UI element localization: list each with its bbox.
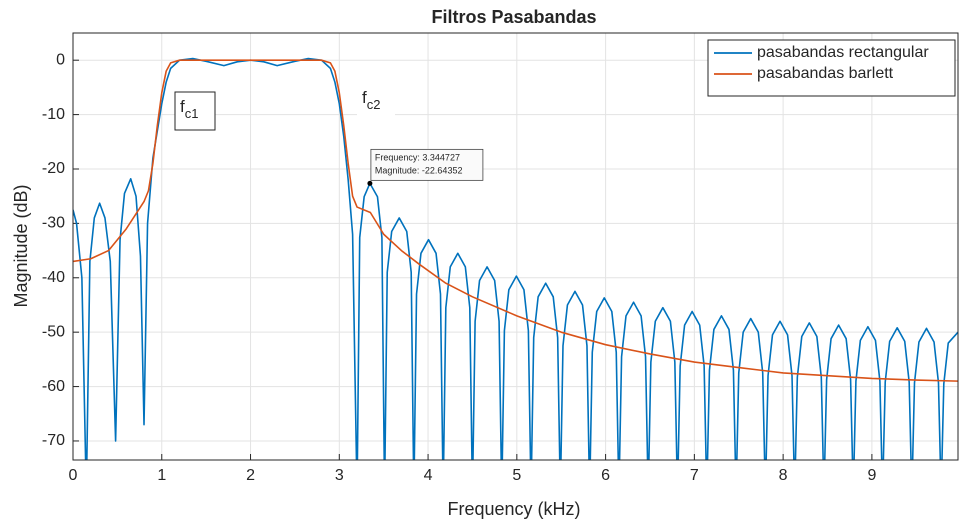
y-tick-label: -30 — [42, 215, 65, 232]
annotation-box — [174, 91, 216, 131]
x-tick-label: 6 — [601, 467, 610, 484]
x-tick-label: 0 — [69, 467, 78, 484]
plot-area — [73, 33, 959, 460]
datatip-box — [370, 148, 484, 181]
x-tick-label: 8 — [779, 467, 788, 484]
legend-label: pasabandas rectangular — [757, 44, 929, 61]
y-tick-label: -50 — [42, 323, 65, 340]
annotation: fc1 — [174, 91, 216, 131]
x-axis-label: Frequency (kHz) — [447, 499, 580, 519]
series-line — [73, 59, 959, 382]
y-tick-label: -70 — [42, 432, 65, 449]
x-tick-label: 5 — [512, 467, 521, 484]
x-tick-label: 9 — [867, 467, 876, 484]
annotation-subscript: c2 — [367, 97, 381, 112]
datatip-text: Magnitude: -22.64352 — [375, 166, 463, 176]
datatip-marker — [367, 180, 373, 186]
legend-box — [707, 39, 956, 97]
y-tick-label: -60 — [42, 378, 65, 395]
y-tick-label: -40 — [42, 269, 65, 286]
x-tick-label: 3 — [335, 467, 344, 484]
annotation-box — [357, 84, 395, 120]
annotation-main: f — [362, 88, 367, 107]
annotation-text: fc1 — [180, 97, 198, 121]
datatip-text: Frequency: 3.344727 — [375, 153, 460, 163]
annotation-subscript: c1 — [185, 106, 199, 121]
annotation: fc2 — [357, 84, 395, 120]
x-tick-label: 7 — [690, 467, 699, 484]
y-tick-label: 0 — [56, 51, 65, 68]
legend-label: pasabandas barlett — [757, 65, 894, 82]
x-tick-label: 1 — [157, 467, 166, 484]
annotation-text: fc2 — [362, 88, 380, 112]
chart-title: Filtros Pasabandas — [431, 7, 596, 27]
y-axis-label: Magnitude (dB) — [11, 184, 31, 307]
annotation-main: f — [180, 97, 185, 116]
y-tick-label: -20 — [42, 160, 65, 177]
y-tick-label: -10 — [42, 106, 65, 123]
x-tick-label: 2 — [246, 467, 255, 484]
axes-box — [72, 32, 959, 461]
x-tick-label: 4 — [424, 467, 433, 484]
